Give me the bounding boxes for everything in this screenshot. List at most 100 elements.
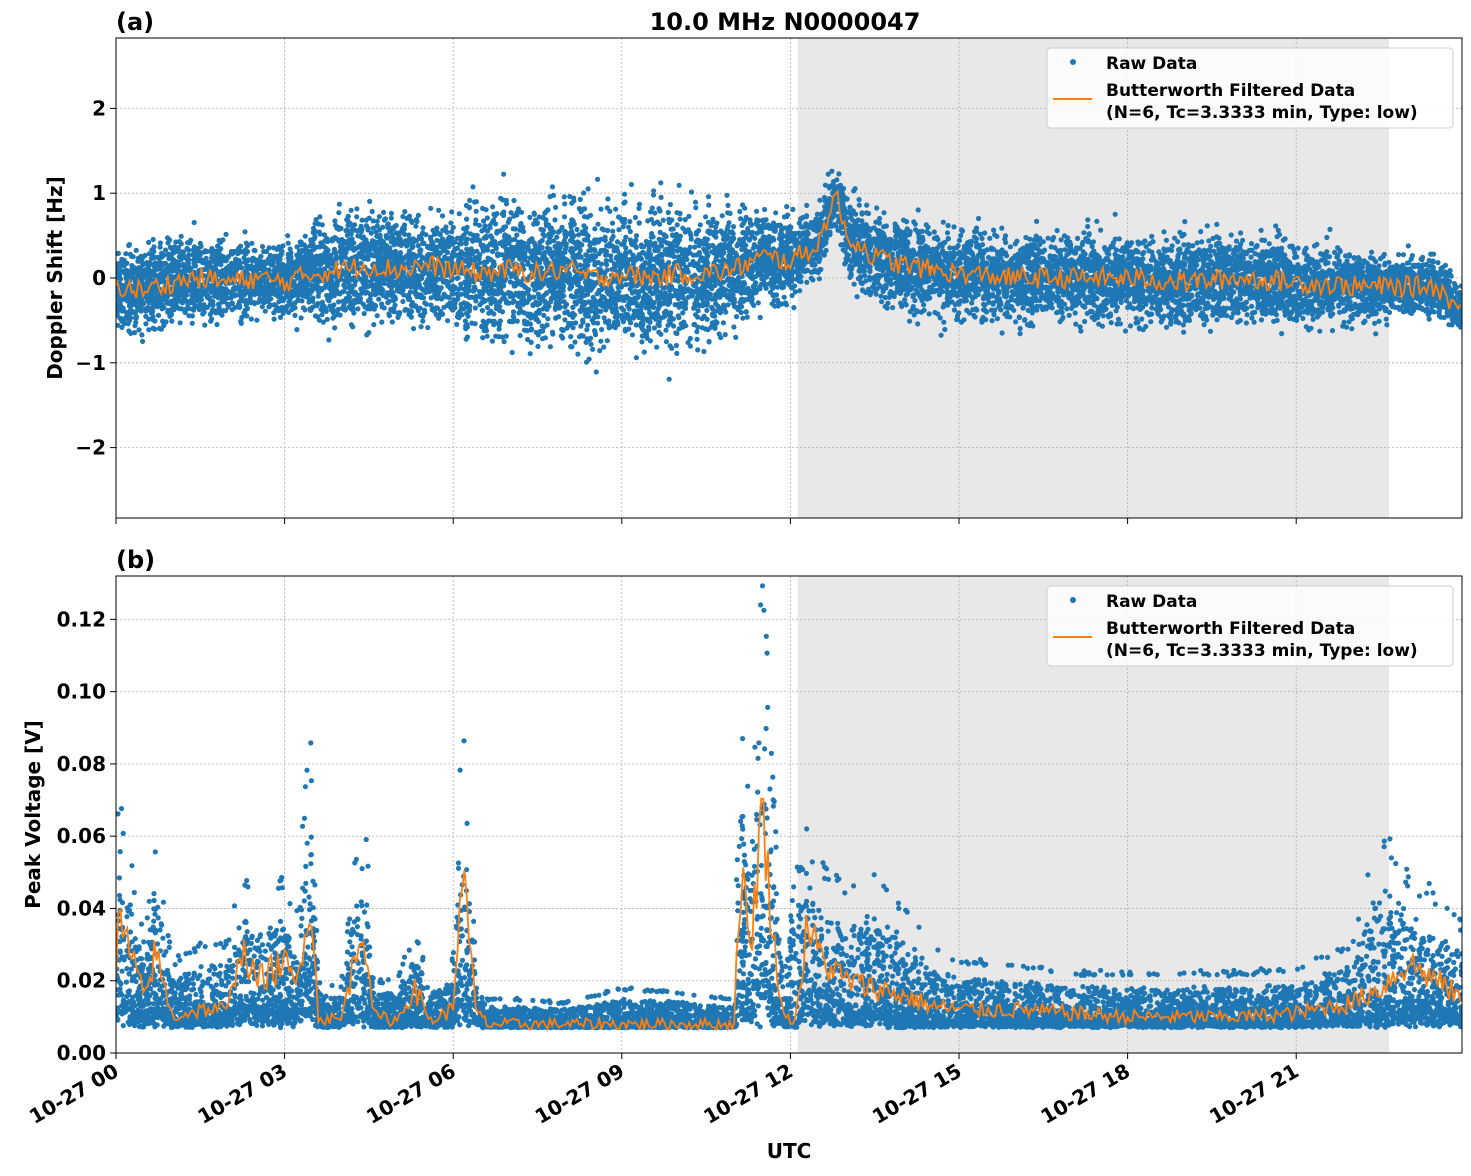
raw-point: [414, 219, 419, 224]
raw-point: [1075, 236, 1080, 241]
raw-point: [1384, 322, 1389, 327]
raw-point: [973, 314, 978, 319]
raw-point: [721, 320, 726, 325]
raw-point: [1094, 219, 1099, 224]
raw-point: [703, 214, 708, 219]
raw-point: [901, 218, 906, 223]
raw-point: [1176, 252, 1181, 257]
raw-point: [1128, 323, 1133, 328]
raw-point: [836, 171, 841, 176]
raw-point: [324, 309, 329, 314]
raw-point: [616, 227, 621, 232]
raw-point: [1214, 317, 1219, 322]
raw-point: [239, 321, 244, 326]
raw-point: [288, 246, 293, 251]
raw-point: [271, 245, 276, 250]
raw-point: [572, 340, 577, 345]
raw-point: [571, 325, 576, 330]
raw-point: [598, 339, 603, 344]
raw-point: [692, 245, 697, 250]
raw-point: [440, 213, 445, 218]
raw-point: [469, 246, 474, 251]
raw-point: [480, 308, 485, 313]
raw-point: [852, 282, 857, 287]
raw-point: [544, 290, 549, 295]
raw-point: [981, 296, 986, 301]
raw-point: [380, 225, 385, 230]
raw-point: [626, 326, 631, 331]
raw-point: [686, 295, 691, 300]
raw-point: [597, 348, 602, 353]
raw-point: [411, 326, 416, 331]
raw-point: [991, 312, 996, 317]
y-tick-label: 2: [92, 96, 106, 120]
raw-point: [855, 294, 860, 299]
raw-point: [1443, 263, 1448, 268]
raw-point: [877, 221, 882, 226]
raw-point: [1164, 325, 1169, 330]
raw-point: [562, 194, 567, 199]
raw-point: [892, 294, 897, 299]
raw-point: [151, 237, 156, 242]
raw-point: [737, 209, 742, 214]
raw-point: [1113, 212, 1118, 217]
raw-point: [894, 238, 899, 243]
raw-point: [1161, 229, 1166, 234]
raw-point: [842, 261, 847, 266]
raw-point: [581, 333, 586, 338]
raw-point: [946, 223, 951, 228]
raw-point: [1064, 306, 1069, 311]
raw-point: [1459, 283, 1464, 288]
raw-point: [1179, 233, 1184, 238]
raw-point: [858, 280, 863, 285]
raw-point: [457, 211, 462, 216]
raw-point: [654, 345, 659, 350]
raw-point: [473, 305, 478, 310]
raw-point: [1214, 222, 1219, 227]
raw-point: [698, 222, 703, 227]
raw-point: [1117, 236, 1122, 241]
raw-point: [511, 198, 516, 203]
raw-point: [294, 327, 299, 332]
raw-point: [709, 305, 714, 310]
raw-point: [627, 219, 632, 224]
raw-point: [668, 202, 673, 207]
raw-point: [1431, 252, 1436, 257]
raw-point: [804, 280, 809, 285]
raw-point: [622, 192, 627, 197]
raw-point: [436, 208, 441, 213]
raw-point: [1063, 247, 1068, 252]
raw-point: [674, 343, 679, 348]
raw-point: [252, 248, 257, 253]
raw-point: [454, 322, 459, 327]
raw-point: [1361, 320, 1366, 325]
raw-point: [1085, 217, 1090, 222]
raw-point: [703, 249, 708, 254]
raw-point: [527, 215, 532, 220]
raw-point: [439, 296, 444, 301]
raw-point: [1091, 248, 1096, 253]
raw-point: [367, 199, 372, 204]
raw-point: [1034, 219, 1039, 224]
raw-point: [587, 357, 592, 362]
raw-point: [693, 200, 698, 205]
raw-point: [501, 172, 506, 177]
raw-point: [1245, 312, 1250, 317]
raw-point: [784, 204, 789, 209]
raw-point: [1003, 233, 1008, 238]
raw-point: [260, 244, 265, 249]
raw-point: [1085, 224, 1090, 229]
raw-point: [857, 197, 862, 202]
raw-point: [381, 210, 386, 215]
raw-point: [634, 300, 639, 305]
raw-point: [428, 206, 433, 211]
raw-point: [464, 337, 469, 342]
raw-point: [999, 226, 1004, 231]
raw-point: [123, 251, 128, 256]
raw-point: [704, 308, 709, 313]
raw-point: [326, 337, 331, 342]
raw-point: [389, 211, 394, 216]
raw-point: [1046, 236, 1051, 241]
raw-point: [192, 220, 197, 225]
